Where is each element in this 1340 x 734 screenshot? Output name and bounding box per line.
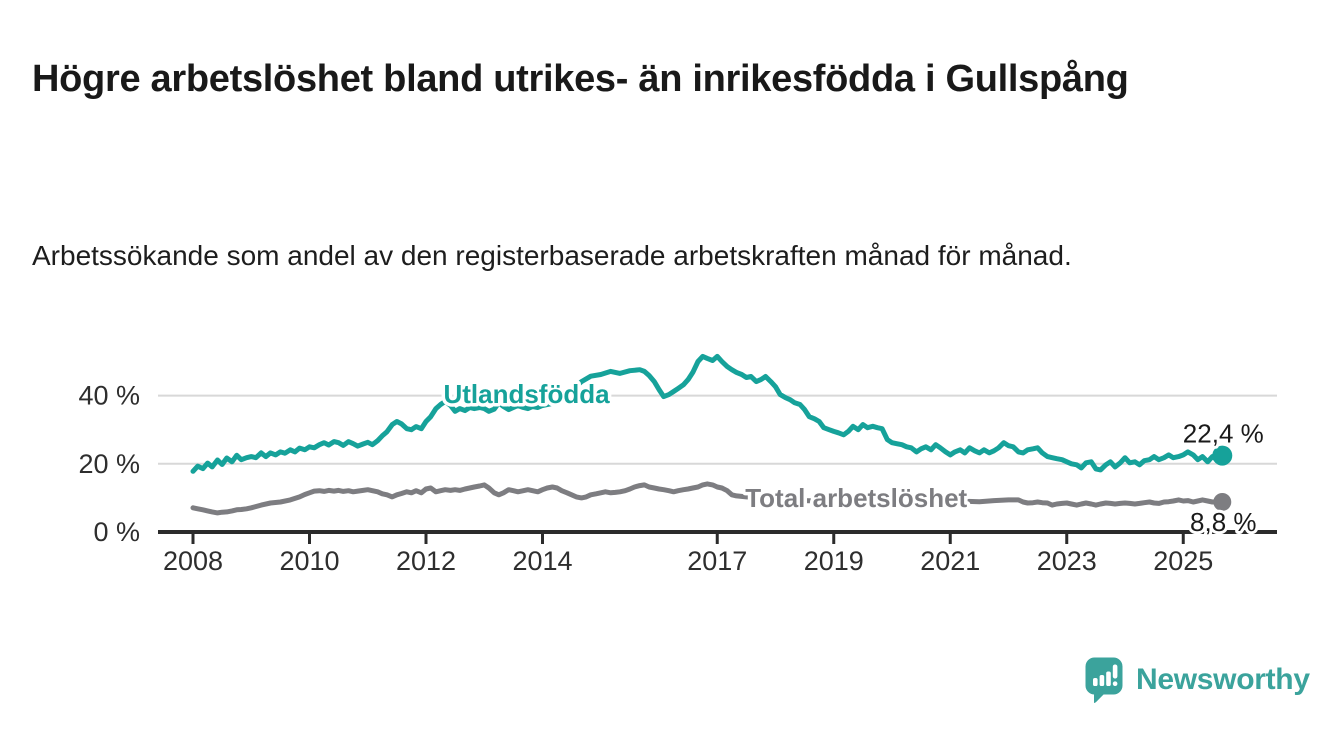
x-tick-label-2019: 2019 [804,546,864,576]
x-tick-label-2012: 2012 [396,546,456,576]
end-value-label-0: 22,4 % [1183,419,1264,449]
x-tick-label-2008: 2008 [163,546,223,576]
logo-bubble-tail [1094,687,1107,703]
x-tick-label-2021: 2021 [920,546,980,576]
page-title: Högre arbetslöshet bland utrikes- än inr… [32,58,1129,101]
x-tick-label-2014: 2014 [512,546,572,576]
end-value-label-1: 8,8 % [1190,507,1257,537]
speech-bubble-bar-chart-icon [1085,657,1123,703]
x-tick-label-2023: 2023 [1037,546,1097,576]
y-tick-label-20: 20 % [78,449,140,479]
logo-bar-2 [1099,674,1105,686]
newsworthy-logo-text: Newsworthy [1136,663,1310,696]
x-tick-label-2017: 2017 [687,546,747,576]
y-tick-label-0: 0 % [93,517,140,547]
logo-exclamation-bar [1112,664,1118,678]
x-tick-label-2010: 2010 [279,546,339,576]
chart-subtitle: Arbetssökande som andel av den registerb… [32,240,1072,271]
y-tick-label-40: 40 % [78,381,140,411]
logo-bar-3 [1106,671,1111,686]
x-tick-label-2025: 2025 [1153,546,1213,576]
series-line-utlandsfodda [190,353,1225,474]
end-dot-0 [1212,445,1233,466]
newsworthy-logo: Newsworthy [1085,654,1310,706]
series-label-1: Total arbetslöshet [745,483,967,513]
series-label-0: Utlandsfödda [443,379,610,409]
logo-exclamation-dot [1112,680,1118,686]
end-dot-1 [1213,492,1232,511]
series-line-total [190,481,1225,516]
logo-bar-1 [1093,677,1098,686]
line-chart: 2008 2010 2012 2014 2017 2019 2021 2023 2025 0 % 2… [78,353,1277,576]
